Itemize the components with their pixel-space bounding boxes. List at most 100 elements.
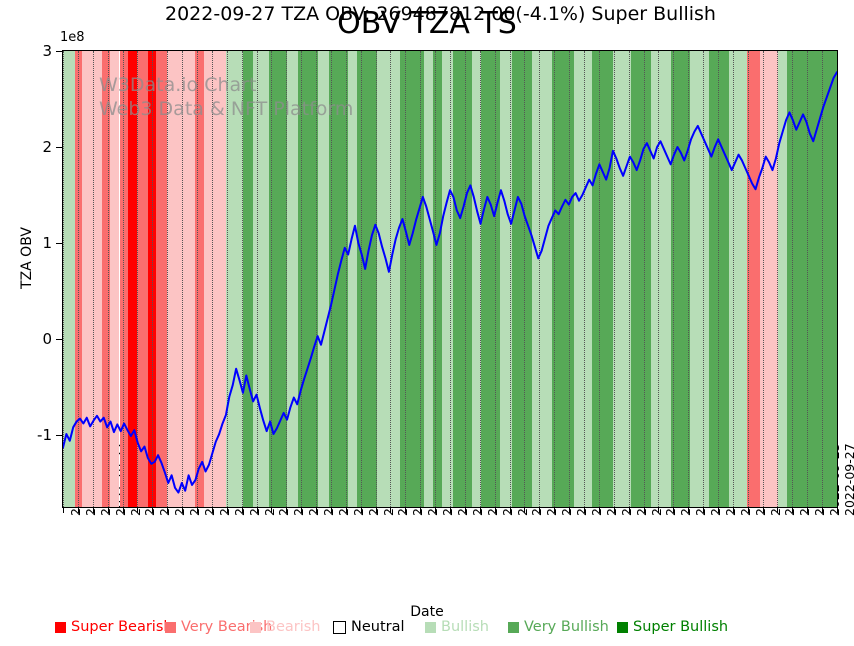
- signal-band: [110, 51, 120, 507]
- y-axis-offset-text: 1e8: [60, 30, 85, 45]
- signal-band: [377, 51, 401, 507]
- x-tick-mark: [196, 508, 198, 513]
- legend-item-super-bullish[interactable]: Super Bullish: [617, 619, 728, 635]
- y-tick-label: 1: [42, 234, 52, 252]
- signal-band: [63, 51, 76, 507]
- legend-swatch-icon: [508, 621, 519, 633]
- legend-item-bullish[interactable]: Bullish: [425, 619, 489, 635]
- x-tick-mark: [330, 508, 332, 513]
- signal-band: [592, 51, 613, 507]
- y-tick-mark: [56, 435, 62, 436]
- gridline: [509, 51, 511, 507]
- gridline: [777, 51, 779, 507]
- x-tick-mark: [63, 508, 64, 513]
- gridline: [837, 51, 838, 507]
- gridline: [688, 51, 690, 507]
- signal-band: [137, 51, 149, 507]
- x-tick-mark: [717, 508, 719, 513]
- x-tick-mark: [464, 508, 466, 513]
- x-tick-mark: [286, 508, 288, 513]
- x-tick-mark: [777, 508, 779, 513]
- gridline: [524, 51, 526, 507]
- x-tick-mark: [92, 508, 94, 513]
- signal-band: [155, 51, 167, 507]
- x-tick-mark: [122, 508, 124, 513]
- obv-line: [63, 71, 837, 494]
- legend-item-bearish[interactable]: Bearish: [250, 619, 321, 635]
- signal-band: [511, 51, 533, 507]
- signal-band: [631, 51, 652, 507]
- x-tick-mark: [77, 508, 79, 513]
- signal-band: [671, 51, 690, 507]
- plot-area[interactable]: W3Data.io Chart Web3 Data & NFT Platform: [62, 50, 838, 508]
- gridline: [122, 51, 124, 507]
- x-tick-mark: [658, 508, 660, 513]
- signal-band: [432, 51, 443, 507]
- x-tick-mark: [137, 508, 139, 513]
- x-tick-mark: [226, 508, 228, 513]
- x-tick-mark: [583, 508, 585, 513]
- gridline: [360, 51, 362, 507]
- gridline-layer: [63, 51, 837, 507]
- legend-item-super-bearish[interactable]: Super Bearish: [55, 619, 173, 635]
- gridline: [420, 51, 422, 507]
- y-tick-mark: [56, 243, 62, 244]
- x-tick-mark: [167, 508, 169, 513]
- signal-band: [166, 51, 195, 507]
- x-axis-label: Date: [410, 604, 444, 620]
- page-title: OBV TZA TS: [337, 6, 517, 41]
- signal-band: [357, 51, 378, 507]
- signal-band: [81, 51, 102, 507]
- gridline: [286, 51, 288, 507]
- y-tick-label: 0: [42, 330, 52, 348]
- signal-band: [573, 51, 593, 507]
- gridline: [450, 51, 451, 507]
- legend-label: Very Bullish: [524, 619, 609, 635]
- gridline: [464, 51, 466, 507]
- x-tick-mark: [747, 508, 749, 513]
- x-tick-mark: [822, 508, 824, 513]
- gridline: [152, 51, 154, 507]
- gridline: [271, 51, 273, 507]
- gridline: [494, 51, 496, 507]
- legend-item-very-bullish[interactable]: Very Bullish: [508, 619, 609, 635]
- gridline: [717, 51, 719, 507]
- x-tick-mark: [539, 508, 541, 513]
- x-tick-mark: [628, 508, 630, 513]
- gridline: [196, 51, 198, 507]
- gridline: [583, 51, 585, 507]
- gridline: [598, 51, 600, 507]
- watermark-line-2: Web3 Data & NFT Platform: [99, 98, 354, 120]
- x-tick-mark: [703, 508, 705, 513]
- legend-item-neutral[interactable]: Neutral: [333, 619, 405, 635]
- latest-value-annotation: 2022-09-27 TZA OBV: 269487812.00(-4.1%) …: [165, 3, 716, 25]
- gridline: [807, 51, 809, 507]
- gridline: [92, 51, 94, 507]
- x-tick-mark: [643, 508, 645, 513]
- gridline: [479, 51, 481, 507]
- gridline: [241, 51, 243, 507]
- signal-band: [442, 51, 454, 507]
- gridline: [345, 51, 347, 507]
- signal-band: [119, 51, 128, 507]
- legend-label: Super Bearish: [71, 619, 173, 635]
- signal-band: [128, 51, 138, 507]
- signal-band: [318, 51, 330, 507]
- x-tick-mark: [554, 508, 556, 513]
- gridline: [301, 51, 303, 507]
- x-tick-mark: [420, 508, 422, 513]
- y-tick-label: -1: [37, 426, 52, 444]
- x-tick-mark: [613, 508, 615, 513]
- legend-item-very-bearish[interactable]: Very Bearish: [165, 619, 272, 635]
- signal-band: [194, 51, 204, 507]
- obv-series-svg: [63, 71, 837, 494]
- x-tick-mark: [479, 508, 481, 513]
- gridline: [539, 51, 541, 507]
- x-tick-mark: [569, 508, 571, 513]
- legend-swatch-icon: [165, 621, 176, 633]
- legend-label: Super Bullish: [633, 619, 729, 635]
- gridline: [762, 51, 764, 507]
- gridline: [316, 51, 318, 507]
- gridline: [107, 51, 109, 507]
